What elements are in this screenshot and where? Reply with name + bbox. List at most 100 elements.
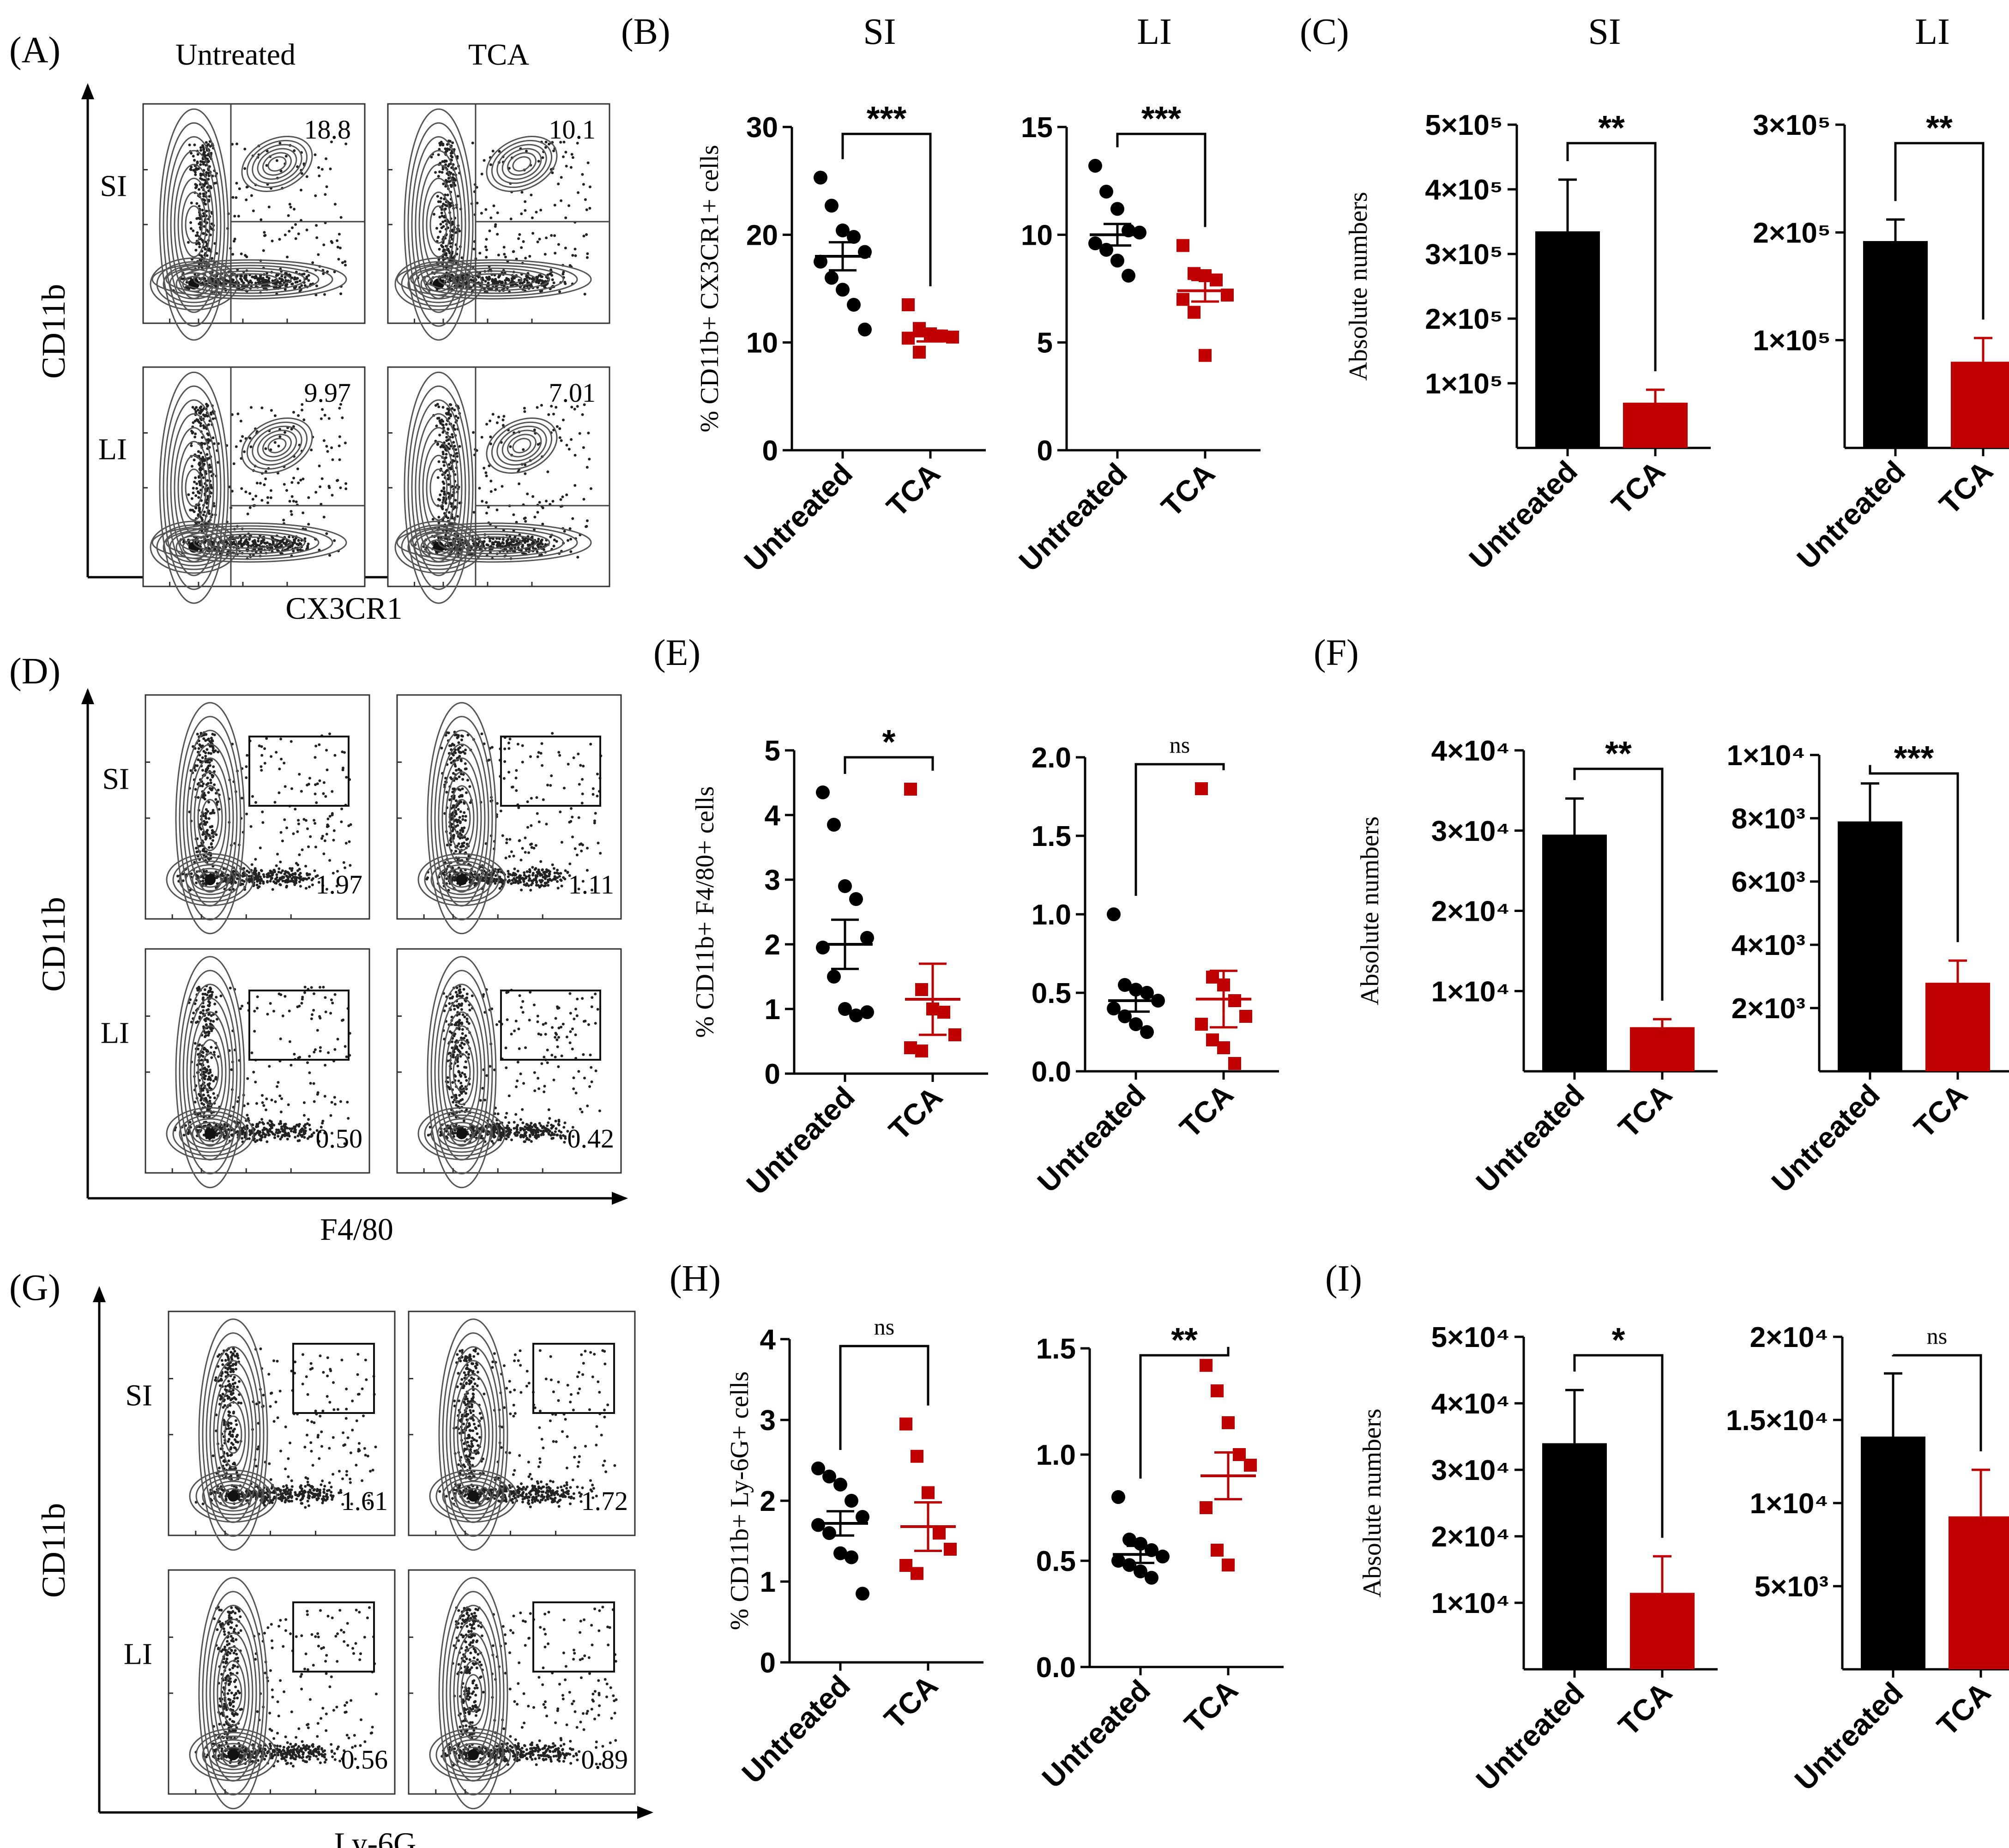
event-dot <box>206 776 209 779</box>
event-dot <box>247 1137 251 1140</box>
event-dot <box>213 733 216 737</box>
event-dot <box>260 869 263 872</box>
event-dot <box>199 451 203 454</box>
event-dot <box>201 992 205 996</box>
event-dot <box>501 538 505 541</box>
event-dot <box>522 448 525 451</box>
event-dot <box>243 1134 247 1137</box>
panel-label-H: (H) <box>670 1258 721 1299</box>
event-dot <box>203 225 206 228</box>
event-dot <box>520 888 523 892</box>
event-dot <box>451 435 454 439</box>
event-dot <box>495 421 499 424</box>
event-dot <box>344 1045 347 1048</box>
event-dot <box>537 537 540 541</box>
event-dot <box>591 787 595 790</box>
event-dot <box>585 525 588 528</box>
event-dot <box>283 483 286 486</box>
event-dot <box>547 413 550 416</box>
event-dot <box>485 512 488 515</box>
event-dot <box>450 166 453 169</box>
event-dot <box>442 202 445 205</box>
event-dot <box>288 535 291 538</box>
event-dot <box>199 192 202 195</box>
event-dot <box>476 201 479 205</box>
event-dot <box>239 542 242 545</box>
event-dot <box>278 277 281 280</box>
event-dot <box>263 875 266 878</box>
event-dot <box>302 418 306 422</box>
event-dot <box>541 879 544 882</box>
event-dot <box>485 543 489 546</box>
event-dot <box>571 815 574 819</box>
event-dot <box>507 870 510 873</box>
event-dot <box>196 764 199 767</box>
event-dot <box>524 209 527 212</box>
event-dot <box>240 487 243 490</box>
event-dot <box>195 217 199 220</box>
event-dot <box>240 252 243 255</box>
event-dot <box>447 483 450 486</box>
event-dot <box>248 436 252 440</box>
event-dot <box>515 789 518 792</box>
event-dot <box>235 445 238 448</box>
event-dot <box>531 874 534 877</box>
event-dot <box>455 812 458 815</box>
event-dot <box>338 435 341 438</box>
event-dot <box>268 1065 271 1068</box>
event-dot <box>339 1100 342 1103</box>
event-dot <box>452 173 455 176</box>
event-dot <box>330 446 333 449</box>
event-dot <box>182 1134 186 1137</box>
event-dot <box>454 448 458 451</box>
event-dot <box>255 883 259 887</box>
event-dot <box>213 548 217 551</box>
event-dot <box>194 173 197 176</box>
event-dot <box>197 540 200 544</box>
event-dot <box>443 490 446 493</box>
event-dot <box>326 270 329 273</box>
event-dot <box>459 751 463 754</box>
event-dot <box>208 846 211 849</box>
event-dot <box>558 427 561 430</box>
event-dot <box>210 1014 213 1017</box>
event-dot <box>283 872 286 876</box>
contour-line <box>163 122 225 327</box>
event-dot <box>466 779 469 782</box>
event-dot <box>248 492 252 495</box>
event-dot <box>498 150 501 153</box>
event-dot <box>193 1042 197 1045</box>
event-dot <box>306 1061 309 1064</box>
panel-label-G: (G) <box>9 1268 60 1308</box>
event-dot <box>484 208 488 211</box>
event-dot <box>452 833 455 837</box>
event-dot <box>451 222 454 225</box>
event-dot <box>565 444 568 447</box>
event-dot <box>552 544 555 548</box>
event-dot <box>278 238 281 241</box>
event-dot <box>207 199 211 202</box>
event-dot <box>243 167 247 170</box>
event-dot <box>263 747 266 750</box>
event-dot <box>444 163 447 166</box>
event-dot <box>320 168 324 171</box>
event-dot <box>204 154 207 157</box>
event-dot <box>267 205 271 209</box>
event-dot <box>450 154 453 157</box>
event-dot <box>440 226 443 229</box>
event-dot <box>289 545 292 549</box>
event-dot <box>503 253 506 256</box>
event-dot <box>275 159 278 162</box>
event-dot <box>588 458 591 461</box>
event-dot <box>575 853 579 857</box>
event-dot <box>541 156 544 159</box>
event-dot <box>513 867 516 870</box>
event-dot <box>523 538 526 541</box>
event-dot <box>585 465 589 469</box>
event-dot <box>296 864 300 866</box>
event-dot <box>205 453 209 456</box>
event-dot <box>202 194 205 198</box>
event-dot <box>528 277 531 280</box>
event-dot <box>560 176 563 179</box>
